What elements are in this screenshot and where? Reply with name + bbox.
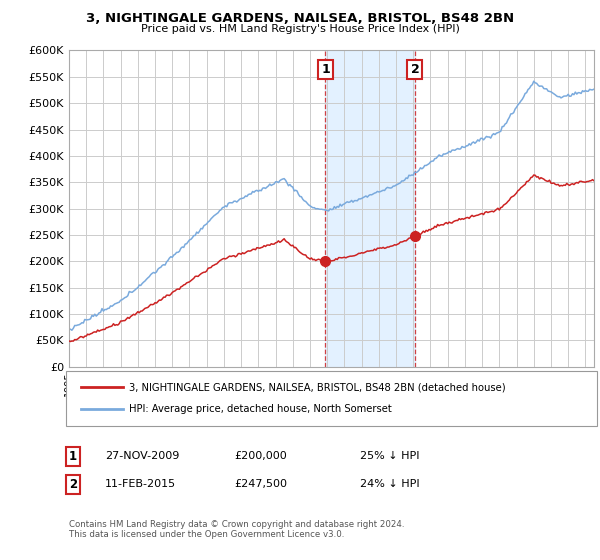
Text: 3, NIGHTINGALE GARDENS, NAILSEA, BRISTOL, BS48 2BN: 3, NIGHTINGALE GARDENS, NAILSEA, BRISTOL… [86, 12, 514, 25]
Text: HPI: Average price, detached house, North Somerset: HPI: Average price, detached house, Nort… [129, 404, 392, 414]
Text: 2: 2 [69, 478, 77, 491]
Text: 24% ↓ HPI: 24% ↓ HPI [360, 479, 419, 489]
Text: Price paid vs. HM Land Registry's House Price Index (HPI): Price paid vs. HM Land Registry's House … [140, 24, 460, 34]
Text: £200,000: £200,000 [234, 451, 287, 461]
Text: £247,500: £247,500 [234, 479, 287, 489]
Text: 1: 1 [69, 450, 77, 463]
Text: 1: 1 [321, 63, 330, 76]
Text: 11-FEB-2015: 11-FEB-2015 [105, 479, 176, 489]
Text: Contains HM Land Registry data © Crown copyright and database right 2024.
This d: Contains HM Land Registry data © Crown c… [69, 520, 404, 539]
Text: 2: 2 [410, 63, 419, 76]
Text: 3, NIGHTINGALE GARDENS, NAILSEA, BRISTOL, BS48 2BN (detached house): 3, NIGHTINGALE GARDENS, NAILSEA, BRISTOL… [129, 382, 506, 393]
Bar [325, 50, 415, 367]
Text: 25% ↓ HPI: 25% ↓ HPI [360, 451, 419, 461]
Text: 27-NOV-2009: 27-NOV-2009 [105, 451, 179, 461]
